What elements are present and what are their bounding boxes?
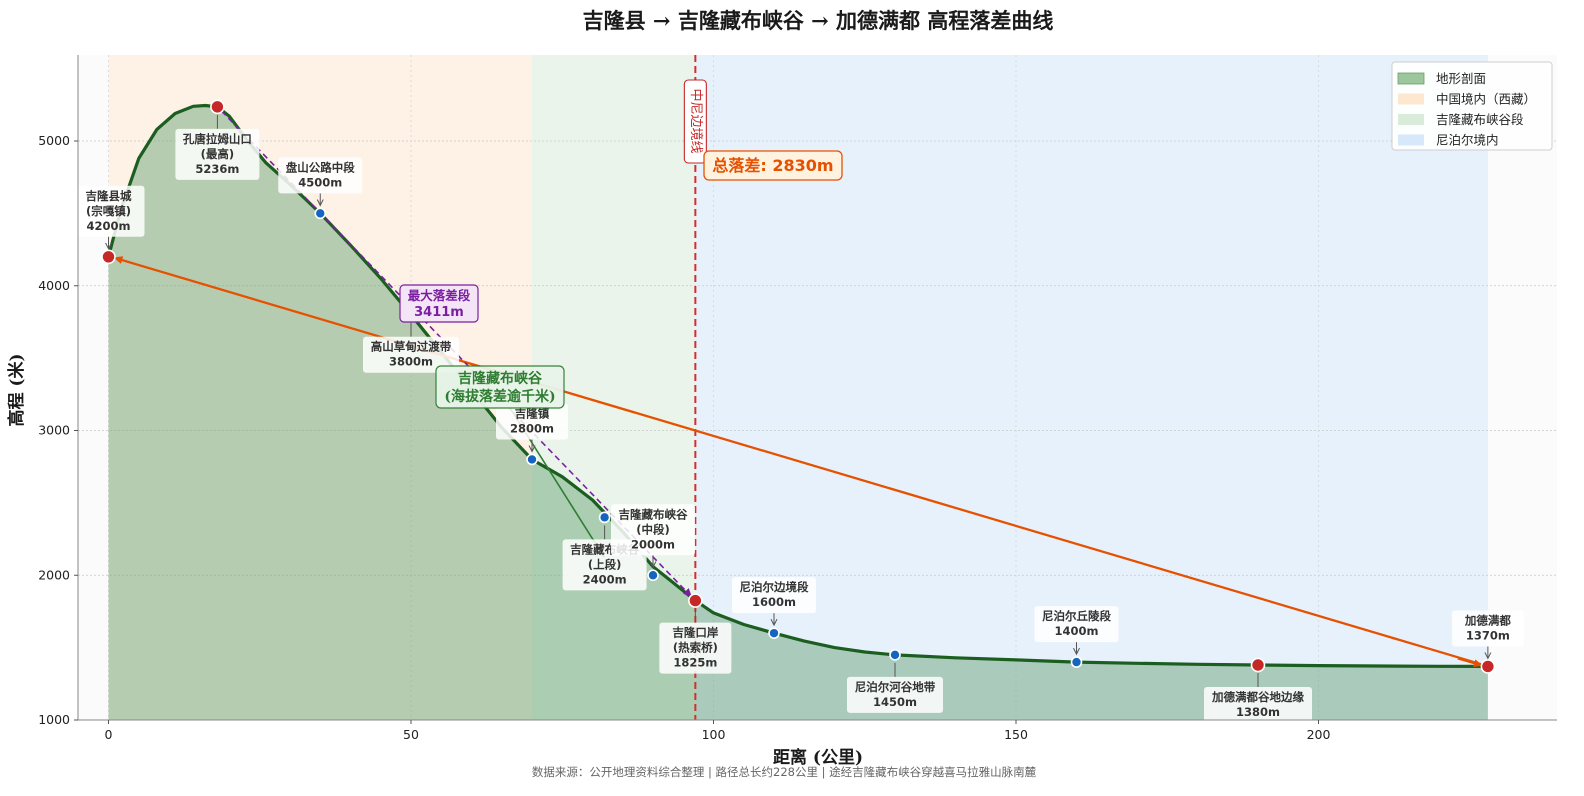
- point-label-text: 吉隆藏布峡谷(中段) 2000m: [619, 507, 688, 551]
- footnote: 数据来源：公开地理资料综合整理 | 路径总长约228公里 | 途经吉隆藏布峡谷穿…: [532, 765, 1037, 779]
- point-label-10: 尼泊尔丘陵段 1400m: [1034, 606, 1119, 654]
- border-label-box: [683, 79, 707, 164]
- axes: 1000 2000 3000 4000 5000 0 50 100 150 200: [38, 55, 1557, 742]
- point-label-6: 吉隆藏布峡谷(中段) 2000m: [611, 504, 695, 567]
- y-tick-label: 3000: [38, 423, 70, 438]
- total-drop-arrow: [113, 256, 1483, 666]
- max-drop-title: 最大落差段: [408, 288, 471, 303]
- point-label-text: 尼泊尔河谷地带 1450m: [855, 680, 936, 709]
- border-label: 中尼边境线: [683, 79, 707, 164]
- point-label-box: [659, 622, 732, 674]
- point-label-text: 吉隆口岸(热索桥) 1825m: [672, 626, 718, 670]
- x-tick-label: 200: [1307, 727, 1331, 742]
- point-label-box: [732, 577, 816, 614]
- legend-label-2: 吉隆藏布峡谷段: [1436, 112, 1524, 127]
- data-point-6: [647, 569, 659, 582]
- y-tick-label: 1000: [38, 712, 70, 727]
- point-label-11: 加德满都谷地边缘 1380m: [1204, 672, 1312, 723]
- point-label-text: 吉隆镇 2800m: [510, 406, 554, 435]
- y-tick-label: 4000: [38, 278, 70, 293]
- point-label-4: 吉隆镇 2800m: [496, 403, 568, 451]
- point-label-box: [363, 336, 459, 373]
- y-tick-label: 5000: [38, 133, 70, 148]
- total-drop-annotation: 总落差: 2830m: [703, 150, 843, 181]
- point-label-12: 加德满都 1370m: [1451, 610, 1524, 658]
- y-tick-label: 2000: [38, 567, 70, 582]
- legend-swatch-0: [1397, 72, 1425, 85]
- x-tick-label: 50: [403, 727, 419, 742]
- total-drop-box: [703, 150, 843, 181]
- legend-swatch-3: [1398, 134, 1424, 146]
- point-label-box: [72, 185, 145, 237]
- data-point-7: [688, 593, 703, 608]
- point-label-box: [175, 128, 260, 180]
- point-labels: 吉隆县城(宗嘎镇) 4200m 孔唐拉姆山口(最高) 5236m 盘山公路中段 4500m…: [72, 114, 1524, 723]
- point-label-text: 加德满都 1370m: [1464, 613, 1511, 642]
- point-label-3: 高山草甸过渡带 3800m: [363, 322, 459, 373]
- legend-label-0: 地形剖面: [1436, 71, 1486, 86]
- point-label-text: 尼泊尔边境段 1600m: [740, 580, 809, 609]
- legend-label-1: 中国境内（西藏）: [1436, 92, 1536, 107]
- data-point-1: [210, 99, 225, 115]
- point-label-1: 孔唐拉姆山口(最高) 5236m: [175, 114, 260, 180]
- point-label-box: [611, 504, 695, 556]
- point-label-7: 吉隆口岸(热索桥) 1825m: [659, 608, 732, 674]
- point-label-box: [1034, 606, 1119, 643]
- point-label-box: [496, 403, 568, 440]
- point-label-text: 盘山公路中段 4500m: [286, 160, 355, 189]
- point-label-2: 盘山公路中段 4500m: [278, 157, 363, 205]
- point-label-text: 孔唐拉姆山口(最高) 5236m: [183, 132, 252, 176]
- y-axis-label: 高程 (米): [6, 353, 27, 426]
- point-label-9: 尼泊尔河谷地带 1450m: [847, 662, 943, 713]
- point-label-box: [847, 676, 943, 713]
- terrain-fill: [108, 105, 1488, 720]
- chart-title: 吉隆县 → 吉隆藏布峡谷 → 加德满都 高程落差曲线: [583, 8, 1054, 33]
- data-point-0: [101, 249, 116, 265]
- point-label-0: 吉隆县城(宗嘎镇) 4200m: [72, 185, 145, 249]
- gorge-note-box: [435, 365, 565, 409]
- max-drop-annotation: 最大落差段 3411m: [399, 284, 479, 323]
- point-label-box: [1204, 686, 1312, 723]
- data-point-11: [1250, 657, 1266, 673]
- point-label-box: [1451, 610, 1524, 647]
- point-label-text: 吉隆县城(宗嘎镇) 4200m: [86, 189, 132, 233]
- total-drop-text: 总落差: 2830m: [712, 156, 833, 175]
- data-point-9: [889, 649, 901, 661]
- point-label-text: 尼泊尔丘陵段 1400m: [1042, 609, 1111, 638]
- point-label-box: [278, 157, 363, 194]
- point-label-8: 尼泊尔边境段 1600m: [732, 577, 816, 625]
- point-label-text: 加德满都谷地边缘 1380m: [1211, 690, 1304, 719]
- legend-swatch-1: [1398, 93, 1424, 105]
- data-point-2: [314, 207, 327, 220]
- x-tick-label: 150: [1004, 727, 1028, 742]
- data-point-12: [1480, 659, 1496, 674]
- x-tick-label: 0: [105, 727, 113, 742]
- gorge-note-text: 吉隆藏布峡谷(海拔落差逾千米): [444, 370, 555, 405]
- gorge-annotation: 吉隆藏布峡谷(海拔落差逾千米): [435, 365, 565, 409]
- legend-box: [1391, 61, 1553, 151]
- x-tick-label: 100: [702, 727, 726, 742]
- point-label-text: 高山草甸过渡带 3800m: [371, 340, 452, 369]
- data-point-5: [598, 511, 611, 524]
- max-drop-box: [399, 284, 479, 323]
- border-label-text: 中尼边境线: [688, 88, 703, 153]
- x-axis-label: 距离 (公里): [773, 747, 863, 768]
- max-drop-value: 3411m: [414, 305, 464, 320]
- total-drop-arrow-head-end: [1457, 657, 1483, 668]
- legend-label-3: 尼泊尔境内: [1436, 133, 1499, 148]
- legend-swatch-2: [1398, 114, 1424, 125]
- data-point-8: [768, 627, 780, 639]
- data-point-4: [526, 453, 538, 466]
- data-point-10: [1070, 656, 1083, 668]
